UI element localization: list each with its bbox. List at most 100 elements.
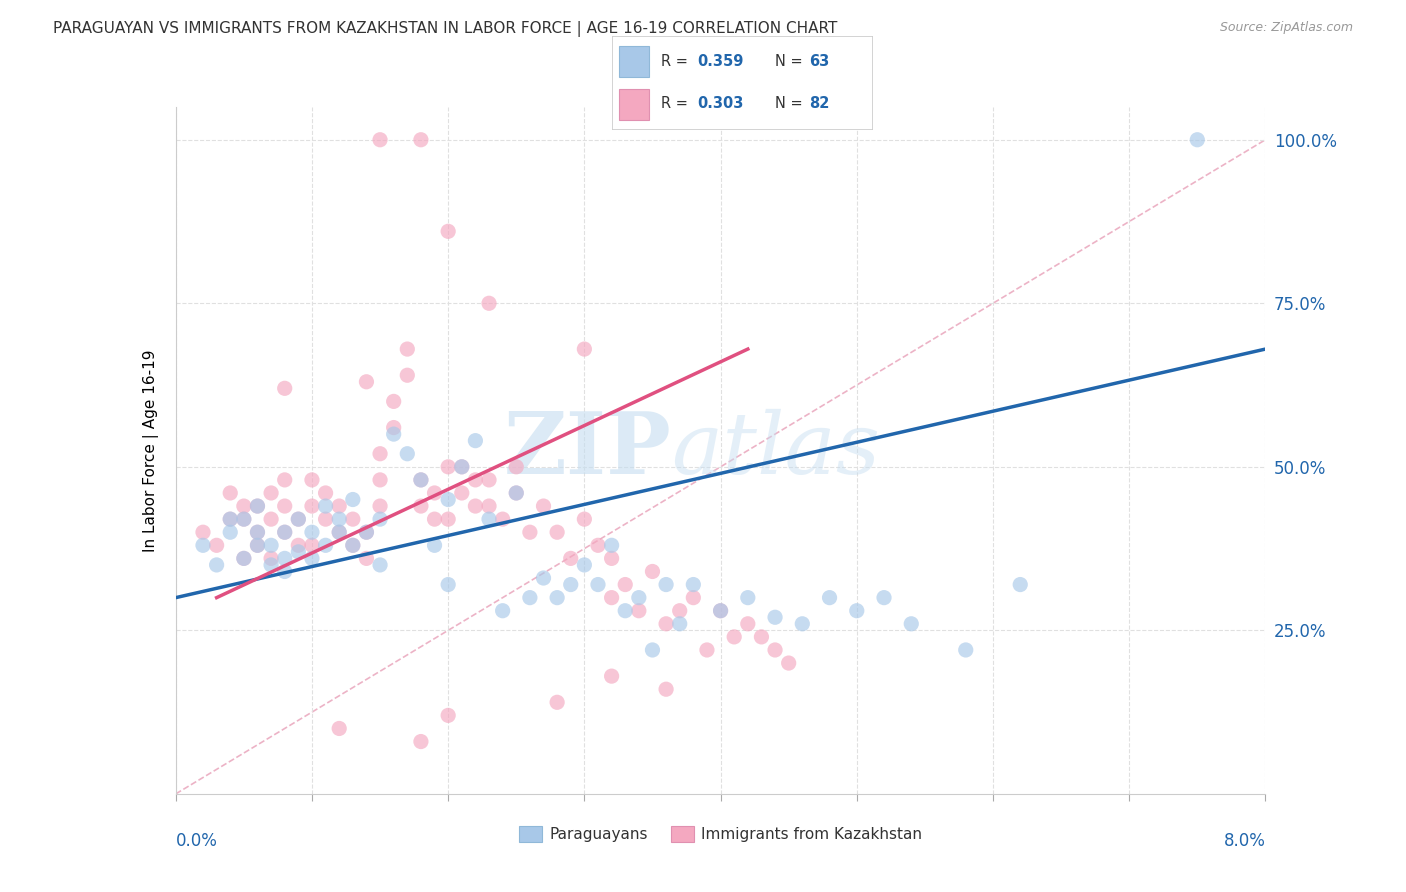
Point: [342, 512, 364, 526]
Point: [219, 525, 242, 540]
Point: [560, 577, 582, 591]
Point: [614, 577, 637, 591]
Text: R =: R =: [661, 54, 693, 69]
Point: [260, 486, 283, 500]
Point: [792, 616, 814, 631]
Point: [246, 525, 269, 540]
Point: [600, 538, 623, 552]
Point: [191, 538, 214, 552]
Point: [232, 551, 254, 566]
Point: [396, 447, 419, 461]
Point: [287, 545, 309, 559]
Point: [356, 525, 378, 540]
Point: [450, 459, 472, 474]
Point: [328, 525, 350, 540]
Point: [900, 616, 922, 631]
Point: [232, 551, 254, 566]
Point: [205, 558, 228, 572]
Point: [710, 604, 733, 618]
Point: [301, 499, 323, 513]
Point: [260, 558, 283, 572]
Point: [368, 133, 391, 147]
Point: [274, 525, 297, 540]
Point: [574, 512, 596, 526]
Point: [533, 499, 555, 513]
Point: [260, 538, 283, 552]
Point: [450, 459, 472, 474]
Point: [437, 459, 460, 474]
Point: [287, 512, 309, 526]
Text: Source: ZipAtlas.com: Source: ZipAtlas.com: [1219, 21, 1353, 35]
Point: [328, 512, 350, 526]
Point: [232, 512, 254, 526]
Text: 0.359: 0.359: [697, 54, 744, 69]
Text: PARAGUAYAN VS IMMIGRANTS FROM KAZAKHSTAN IN LABOR FORCE | AGE 16-19 CORRELATION : PARAGUAYAN VS IMMIGRANTS FROM KAZAKHSTAN…: [53, 21, 838, 37]
Point: [342, 538, 364, 552]
Point: [478, 512, 501, 526]
Point: [464, 434, 486, 448]
Text: 0.303: 0.303: [697, 96, 744, 112]
Point: [301, 525, 323, 540]
Point: [560, 551, 582, 566]
Point: [301, 538, 323, 552]
Point: [246, 499, 269, 513]
Point: [437, 708, 460, 723]
Point: [1187, 133, 1209, 147]
Point: [287, 512, 309, 526]
Point: [478, 499, 501, 513]
Point: [778, 656, 800, 670]
Point: [287, 538, 309, 552]
Point: [763, 643, 786, 657]
Point: [219, 512, 242, 526]
Point: [505, 486, 527, 500]
Point: [600, 669, 623, 683]
Point: [396, 368, 419, 383]
Point: [873, 591, 896, 605]
Point: [546, 591, 568, 605]
Point: [574, 558, 596, 572]
Point: [260, 512, 283, 526]
Text: 8.0%: 8.0%: [1223, 831, 1265, 850]
Point: [519, 525, 541, 540]
Point: [191, 525, 214, 540]
Point: [328, 525, 350, 540]
Point: [315, 499, 337, 513]
Text: N =: N =: [776, 96, 807, 112]
Point: [737, 616, 759, 631]
Point: [627, 604, 650, 618]
Point: [574, 342, 596, 356]
Point: [600, 551, 623, 566]
Point: [641, 565, 664, 579]
Point: [505, 486, 527, 500]
Point: [586, 577, 609, 591]
FancyBboxPatch shape: [620, 46, 650, 77]
Point: [219, 512, 242, 526]
Point: [955, 643, 977, 657]
Point: [409, 499, 432, 513]
Point: [478, 296, 501, 310]
Point: [356, 525, 378, 540]
Text: 0.0%: 0.0%: [176, 831, 218, 850]
Point: [274, 381, 297, 395]
Text: atlas: atlas: [672, 409, 880, 491]
Text: R =: R =: [661, 96, 693, 112]
Point: [246, 499, 269, 513]
Point: [437, 577, 460, 591]
Point: [382, 427, 405, 442]
Point: [450, 486, 472, 500]
Point: [696, 643, 718, 657]
Point: [301, 473, 323, 487]
Point: [315, 512, 337, 526]
Point: [845, 604, 868, 618]
Point: [546, 695, 568, 709]
Point: [328, 499, 350, 513]
FancyBboxPatch shape: [620, 89, 650, 120]
Point: [409, 133, 432, 147]
Point: [437, 224, 460, 238]
Point: [533, 571, 555, 585]
Point: [546, 525, 568, 540]
Point: [723, 630, 745, 644]
Point: [205, 538, 228, 552]
Point: [219, 486, 242, 500]
Point: [328, 722, 350, 736]
